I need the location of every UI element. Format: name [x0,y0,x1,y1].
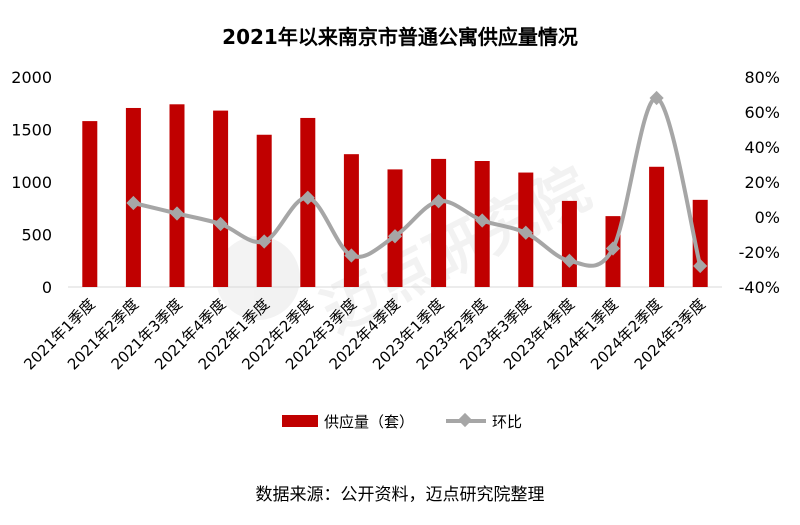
right-tick-label: 80% [744,68,780,87]
line-point [562,253,577,268]
left-tick-label: 1500 [11,121,52,140]
line-point [518,225,533,240]
bar [343,154,359,287]
line-point [169,206,185,221]
chart-title: 2021年以来南京市普通公寓供应量情况 [222,25,578,49]
legend-label-bar: 供应量（套） [324,413,414,431]
right-tick-label: 40% [744,138,780,157]
line-point [649,90,664,106]
source-note: 数据来源：公开资料，迈点研究院整理 [256,485,545,505]
right-tick-label: -40% [739,278,780,297]
line-point [300,190,315,205]
line-point [213,216,228,232]
bar-series [82,104,708,287]
bar [213,110,229,287]
bar [387,169,403,287]
right-axis: -40% -20% 0% 20% 40% 60% 80% [739,68,780,297]
left-tick-label: 0 [42,278,52,297]
left-tick-label: 2000 [11,68,52,87]
line-point [257,234,272,249]
bar [561,200,577,287]
line-point [693,258,708,274]
right-tick-label: 0% [755,208,780,227]
bar [256,134,272,287]
legend-swatch-bar [282,415,318,427]
right-tick-label: -20% [739,243,780,262]
bar [82,121,98,287]
legend-label-line: 环比 [492,413,522,431]
bar [649,166,665,287]
legend-marker-icon [457,412,473,428]
left-tick-label: 1000 [11,173,52,192]
bar [431,158,447,287]
bar [169,104,185,287]
line-point [605,241,621,256]
right-tick-label: 20% [744,173,780,192]
right-tick-label: 60% [744,103,780,122]
line-series [126,90,708,274]
line-point [387,229,403,244]
left-axis: 0 500 1000 1500 2000 [11,68,52,297]
left-tick-label: 500 [21,226,52,245]
line-point [344,248,359,263]
line-point [431,194,446,209]
line-point [475,213,490,228]
legend: 供应量（套） 环比 [282,412,522,431]
line-point [126,195,141,211]
